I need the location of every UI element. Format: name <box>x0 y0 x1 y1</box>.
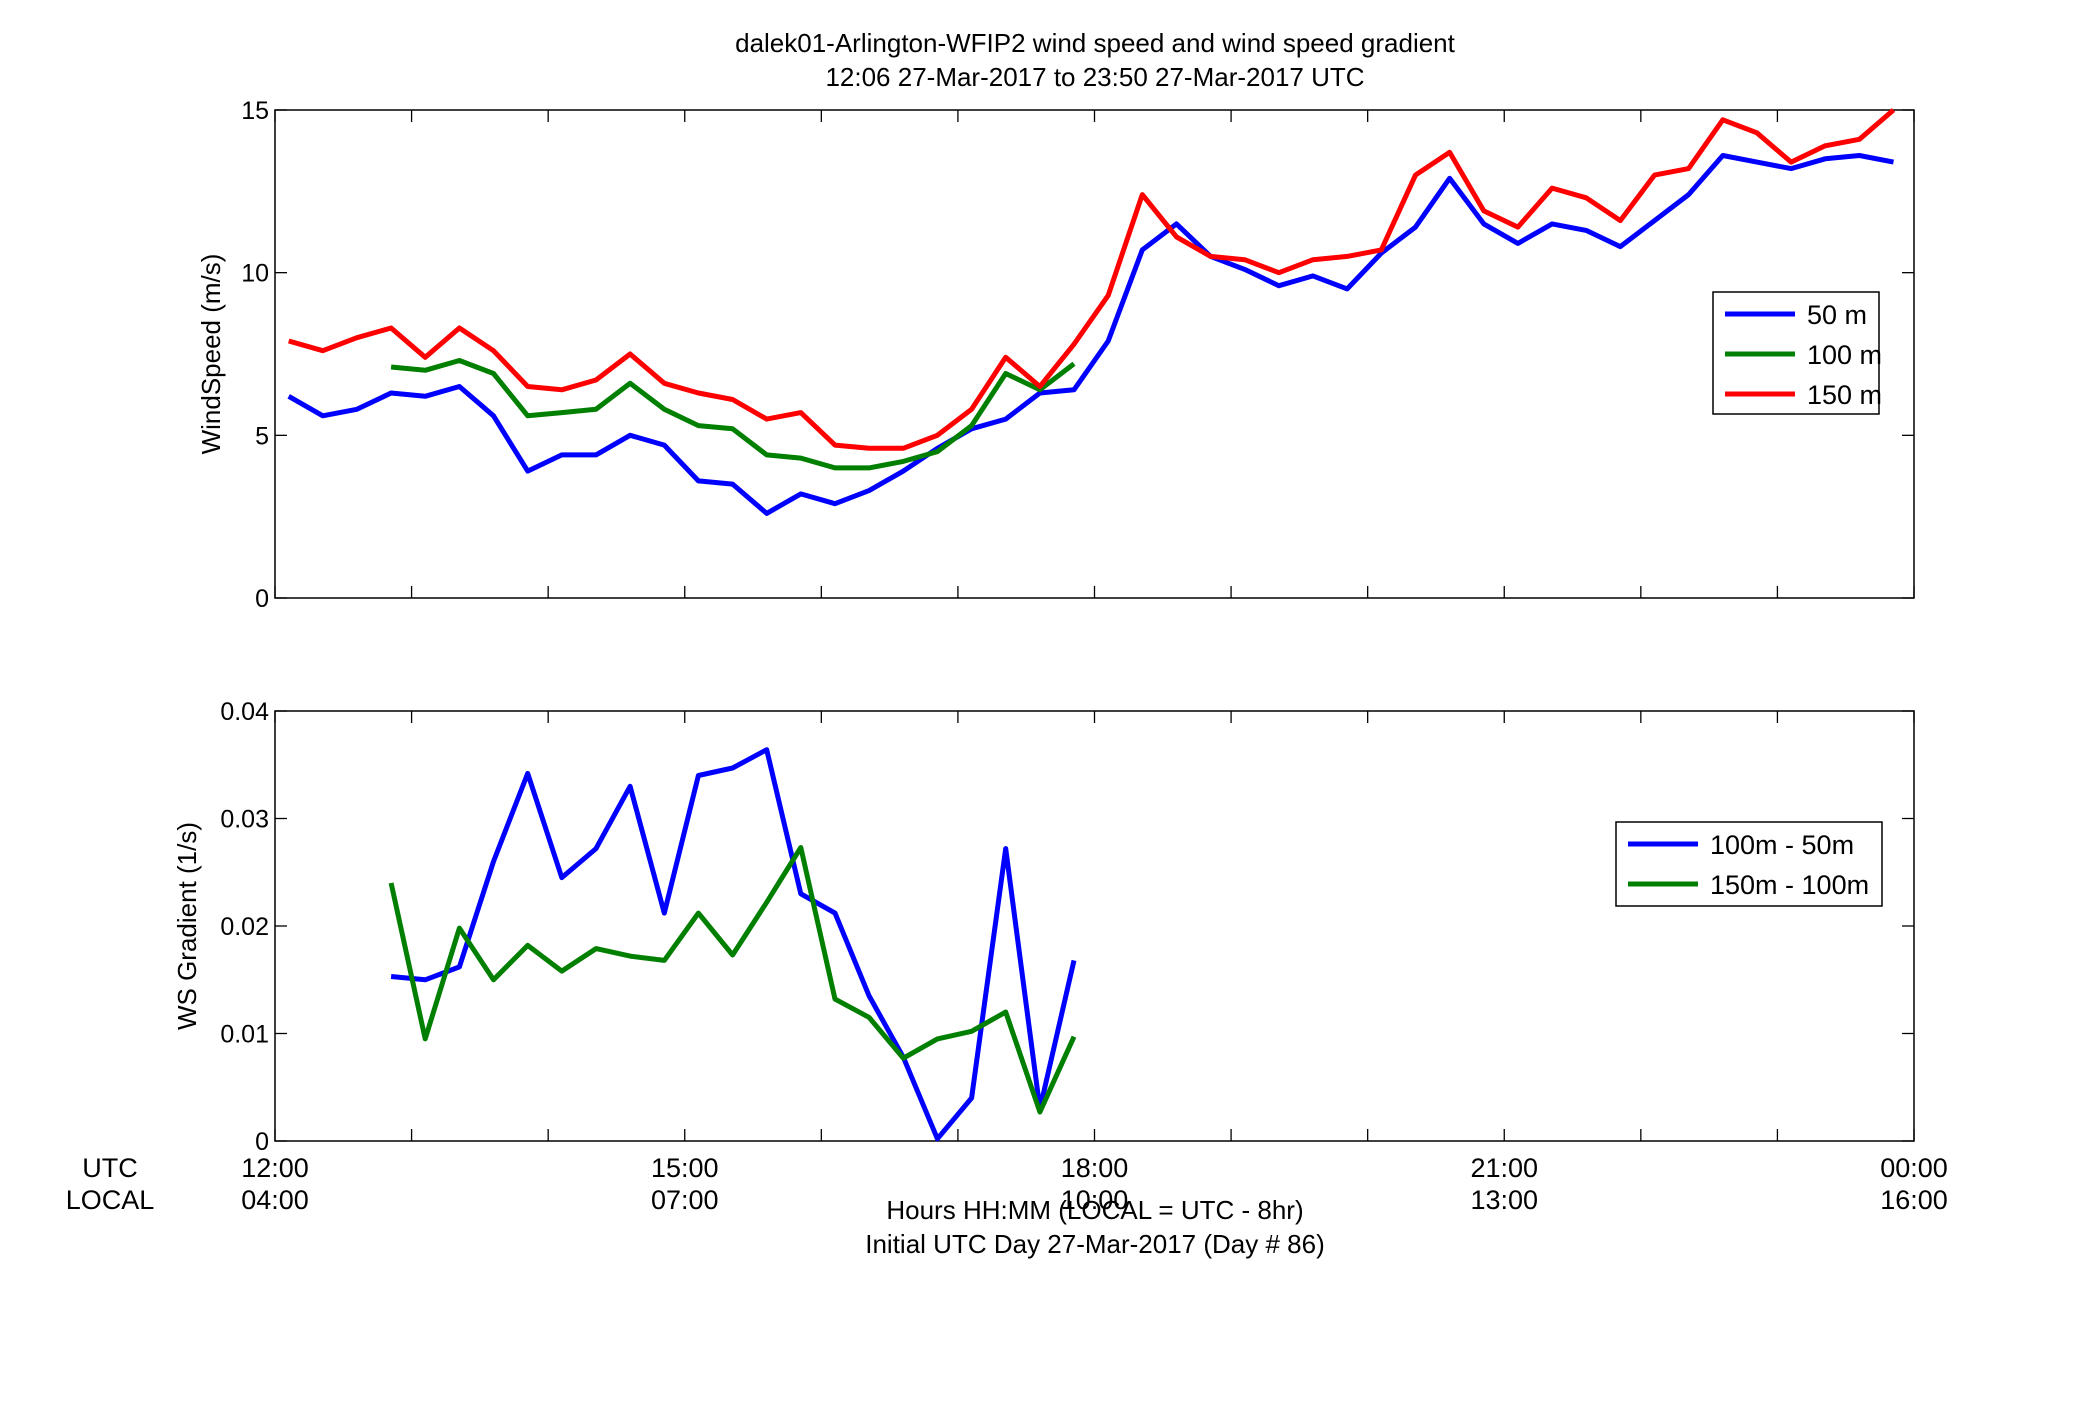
windspeed-series-line-1 <box>287 153 1894 516</box>
windspeed-y-ticks: 0 5 10 15 <box>241 97 1914 613</box>
local-tick-label: 07:00 <box>651 1185 719 1215</box>
utc-tick-label: 18:00 <box>1061 1153 1129 1183</box>
local-row-label: LOCAL <box>66 1185 155 1215</box>
windspeed-y-tick-label: 10 <box>241 260 269 288</box>
windspeed-y-axis-label: WindSpeed (m/s) <box>196 254 226 455</box>
gradient-y-tick-label: 0.03 <box>220 806 269 834</box>
gradient-chart: 0 0.01 0.02 0.03 0.04 WS Gradient (1/s) 100m… <box>172 698 1915 1156</box>
windspeed-legend-label: 50 m <box>1807 300 1867 330</box>
windspeed-plot-frame <box>274 109 1915 599</box>
windspeed-chart: 0 5 10 15 WindSpeed (m/s) 50 m 100 m 150 m <box>196 97 1915 613</box>
windspeed-series-line-2 <box>390 358 1076 471</box>
local-tick-label: 16:00 <box>1880 1185 1948 1215</box>
gradient-legend-label: 150m - 100m <box>1710 870 1869 900</box>
windspeed-legend: 50 m 100 m 150 m <box>1712 291 1882 415</box>
gradient-series-line-1 <box>390 747 1077 1142</box>
gradient-y-tick-label: 0 <box>255 1128 269 1156</box>
local-tick-label: 04:00 <box>241 1185 309 1215</box>
gradient-y-tick-label: 0.01 <box>220 1021 269 1049</box>
windspeed-y-tick-label: 15 <box>241 97 269 125</box>
windspeed-y-tick-label: 0 <box>255 585 269 613</box>
windspeed-legend-label: 150 m <box>1807 380 1882 410</box>
gradient-x-ticks <box>274 711 1915 1141</box>
utc-tick-label: 21:00 <box>1470 1153 1538 1183</box>
gradient-series-line-2 <box>388 845 1077 1115</box>
windspeed-legend-label: 100 m <box>1807 340 1882 370</box>
gradient-y-tick-label: 0.02 <box>220 913 269 941</box>
local-tick-label: 13:00 <box>1470 1185 1538 1215</box>
gradient-y-tick-label: 0.04 <box>220 698 269 726</box>
utc-tick-label: 15:00 <box>651 1153 719 1183</box>
gradient-plot-frame <box>274 710 1915 1142</box>
windspeed-series-line-3 <box>288 108 1896 451</box>
gradient-series <box>388 747 1077 1142</box>
figure-title-line1: dalek01-Arlington-WFIP2 wind speed and w… <box>735 28 1456 58</box>
windspeed-x-ticks <box>274 110 1915 598</box>
x-axis-label-line2: Initial UTC Day 27-Mar-2017 (Day # 86) <box>865 1229 1325 1259</box>
gradient-legend: 100m - 50m 150m - 100m <box>1615 821 1883 907</box>
x-axis-label-line1: Hours HH:MM (LOCAL = UTC - 8hr) <box>886 1195 1303 1225</box>
figure-title-line2: 12:06 27-Mar-2017 to 23:50 27-Mar-2017 U… <box>825 62 1364 92</box>
windspeed-y-tick-label: 5 <box>255 422 269 450</box>
windspeed-series <box>287 108 1896 516</box>
gradient-y-axis-label: WS Gradient (1/s) <box>172 822 202 1030</box>
gradient-legend-label: 100m - 50m <box>1710 830 1854 860</box>
utc-tick-label: 00:00 <box>1880 1153 1948 1183</box>
utc-tick-label: 12:00 <box>241 1153 309 1183</box>
gradient-legend-box <box>1615 821 1883 907</box>
local-tick-label: 10:00 <box>1061 1185 1129 1215</box>
utc-row-label: UTC <box>82 1153 138 1183</box>
gradient-y-ticks: 0 0.01 0.02 0.03 0.04 <box>220 698 1914 1156</box>
